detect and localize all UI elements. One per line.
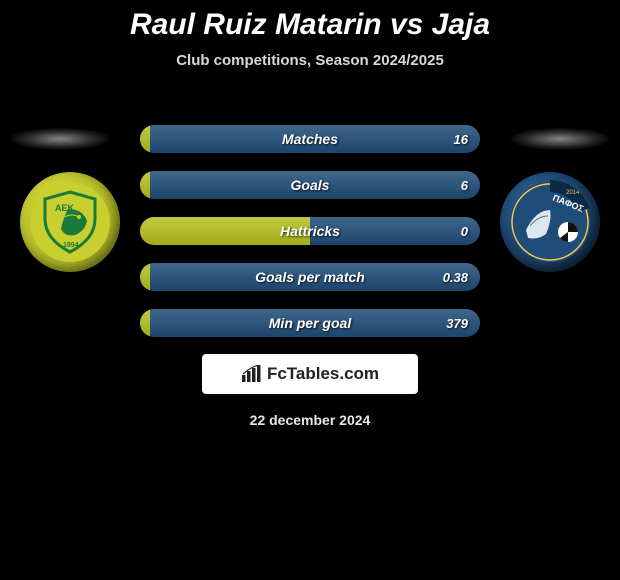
stat-label: Goals per match bbox=[140, 263, 480, 291]
team-badge-right: ΠΑΦΟΣ 2014 bbox=[500, 172, 600, 272]
stat-value-right: 0 bbox=[461, 217, 468, 245]
stat-label: Matches bbox=[140, 125, 480, 153]
brand-box[interactable]: FcTables.com bbox=[202, 354, 418, 394]
stat-value-right: 16 bbox=[454, 125, 468, 153]
stat-row: Hattricks0 bbox=[140, 217, 480, 245]
pafos-crest-icon: ΠΑΦΟΣ 2014 bbox=[508, 180, 592, 264]
stats-bars: Matches16 Goals6 Hattricks0 Goals per match… bbox=[140, 125, 480, 355]
team-badge-right-inner: ΠΑΦΟΣ 2014 bbox=[508, 180, 592, 264]
bar-chart-icon bbox=[241, 365, 263, 383]
stat-value-right: 6 bbox=[461, 171, 468, 199]
shadow-ellipse-right bbox=[510, 128, 610, 150]
stat-label: Hattricks bbox=[140, 217, 480, 245]
stat-label: Goals bbox=[140, 171, 480, 199]
page-subtitle: Club competitions, Season 2024/2025 bbox=[0, 52, 620, 69]
stat-row: Goals6 bbox=[140, 171, 480, 199]
shadow-ellipse-left bbox=[10, 128, 110, 150]
stat-value-right: 379 bbox=[446, 309, 468, 337]
svg-text:2014: 2014 bbox=[566, 190, 580, 196]
team-badge-left-inner: AEK 1994 bbox=[30, 182, 110, 262]
page-title: Raul Ruiz Matarin vs Jaja bbox=[0, 0, 620, 42]
stat-label: Min per goal bbox=[140, 309, 480, 337]
brand-text: FcTables.com bbox=[267, 364, 379, 384]
svg-text:1994: 1994 bbox=[63, 242, 79, 249]
date-text: 22 december 2024 bbox=[0, 412, 620, 428]
stat-row: Goals per match0.38 bbox=[140, 263, 480, 291]
stat-row: Matches16 bbox=[140, 125, 480, 153]
aek-crest-icon: AEK 1994 bbox=[35, 187, 105, 257]
team-badge-left: AEK 1994 bbox=[20, 172, 120, 272]
stat-value-right: 0.38 bbox=[443, 263, 468, 291]
stat-row: Min per goal379 bbox=[140, 309, 480, 337]
